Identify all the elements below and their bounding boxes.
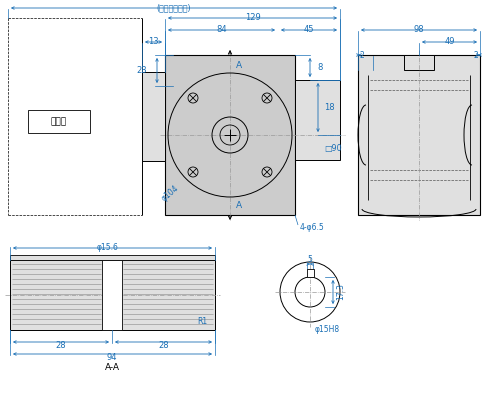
Text: 4-φ6.5: 4-φ6.5 [300, 222, 325, 231]
Bar [10, 260, 215, 330]
Text: 49: 49 [444, 38, 455, 47]
Text: φ15.6: φ15.6 [97, 243, 119, 252]
Text: (モータ部長さ): (モータ部長さ) [156, 4, 191, 13]
Text: 45: 45 [304, 25, 314, 34]
Bar [102, 260, 122, 330]
Text: 13: 13 [148, 38, 159, 47]
Bar [28, 110, 90, 133]
Text: φ15H8: φ15H8 [315, 326, 340, 335]
Text: 23: 23 [137, 66, 147, 75]
Text: 2: 2 [360, 50, 364, 59]
Bar [307, 269, 314, 277]
Text: A: A [236, 200, 242, 209]
Bar [165, 55, 295, 215]
Bar [358, 55, 480, 215]
Bar [142, 72, 165, 161]
Text: A: A [236, 61, 242, 70]
Text: 18: 18 [324, 103, 335, 112]
Bar [295, 80, 340, 160]
Text: 2: 2 [474, 50, 478, 59]
Text: 8: 8 [317, 63, 322, 72]
Text: モータ: モータ [51, 117, 67, 126]
Text: 28: 28 [158, 341, 169, 350]
Text: 5: 5 [308, 256, 312, 265]
Text: 84: 84 [216, 25, 227, 34]
Text: 17.3: 17.3 [336, 283, 346, 301]
Text: 28: 28 [56, 341, 66, 350]
Text: 129: 129 [244, 13, 260, 22]
Bar [404, 55, 434, 70]
Text: R1: R1 [197, 317, 207, 326]
Bar [10, 255, 215, 260]
Text: 94: 94 [107, 353, 117, 362]
Text: φ104: φ104 [159, 183, 180, 203]
Text: □90: □90 [324, 144, 342, 153]
Text: 98: 98 [414, 25, 424, 34]
Text: A-A: A-A [104, 364, 120, 373]
